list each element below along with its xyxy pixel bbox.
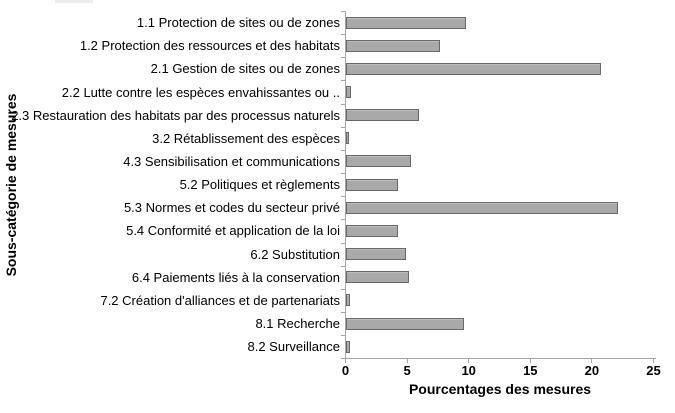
x-axis-tick [468, 358, 470, 364]
x-axis-title: Pourcentages des mesures [408, 381, 592, 397]
y-axis-tick [341, 126, 345, 128]
x-tick-label: 15 [523, 363, 538, 378]
bar [346, 109, 419, 122]
x-axis-tick [653, 358, 654, 364]
y-axis-tick [341, 242, 345, 244]
y-axis-tick [341, 288, 345, 290]
y-axis-tick [341, 358, 345, 360]
bar [346, 201, 619, 214]
category-label: 8.2 Surveillance [247, 339, 341, 355]
category-label: 5.3 Normes et codes du secteur privé [123, 200, 340, 216]
category-label: 2.2 Lutte contre les espèces envahissant… [61, 84, 340, 100]
category-label: 2.3 Restauration des habitats par des pr… [11, 107, 340, 123]
category-label: 6.2 Substitution [250, 246, 340, 262]
y-axis-tick [341, 103, 345, 105]
y-axis-tick [341, 196, 345, 198]
category-label: 6.4 Paiements liés à la conservation [131, 269, 340, 285]
y-axis-tick [341, 219, 345, 221]
bar [346, 248, 407, 261]
category-label: 2.1 Gestion de sites ou de zones [150, 61, 340, 77]
x-tick-label: 0 [341, 363, 350, 378]
bar [346, 340, 350, 353]
x-axis-tick [591, 358, 593, 364]
x-axis-line [345, 358, 656, 360]
category-label: 5.4 Conformité et application de la loi [126, 223, 340, 239]
x-axis-tick [345, 358, 346, 364]
bar [346, 224, 398, 237]
category-label: 7.2 Création d'alliances et de partenari… [100, 292, 340, 308]
bar [346, 86, 351, 99]
y-axis-tick [341, 335, 345, 337]
bar [346, 155, 412, 168]
x-tick-label: 10 [461, 363, 476, 378]
x-axis-tick [529, 358, 531, 364]
bar [346, 62, 602, 75]
y-axis-tick [341, 173, 345, 175]
bar [346, 178, 398, 191]
category-label: 1.2 Protection des ressources et des hab… [79, 38, 340, 54]
x-tick-label: 5 [403, 363, 411, 378]
category-label: 3.2 Rétablissement des espèces [152, 130, 340, 146]
y-axis-tick [341, 57, 345, 59]
x-tick-label: 20 [584, 363, 600, 378]
category-label: 8.1 Recherche [255, 316, 340, 332]
bar [346, 294, 350, 307]
x-tick-label: 25 [646, 363, 661, 378]
category-label: 5.2 Politiques et règlements [179, 177, 340, 193]
bar [346, 132, 349, 145]
x-axis-tick [406, 358, 408, 364]
bar [346, 317, 465, 330]
bar [346, 39, 440, 52]
y-axis-line [345, 11, 346, 359]
bar [346, 271, 409, 284]
cropped-edge-artifact [55, 0, 93, 3]
y-axis-tick [341, 311, 345, 313]
bar [346, 16, 466, 29]
y-axis-tick [341, 149, 345, 151]
y-axis-tick [341, 34, 345, 36]
y-axis-tick [341, 80, 345, 82]
y-axis-tick [341, 11, 345, 12]
y-axis-tick [341, 265, 345, 267]
category-label: 1.1 Protection de sites ou de zones [136, 15, 340, 31]
category-label: 4.3 Sensibilisation et communications [123, 153, 340, 169]
